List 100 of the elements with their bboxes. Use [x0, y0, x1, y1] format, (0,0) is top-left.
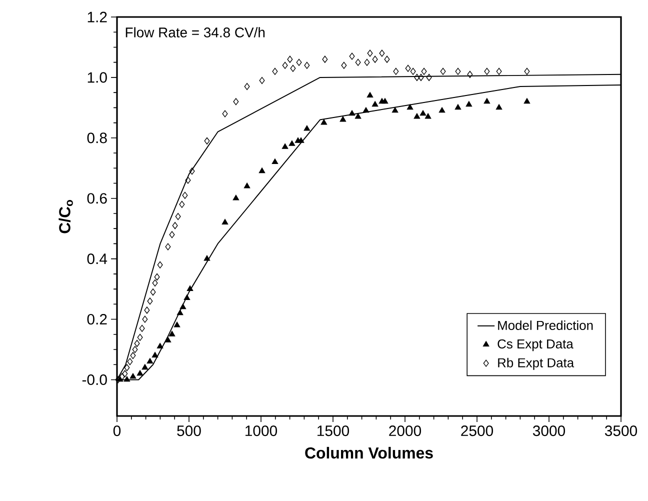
- point: [424, 113, 432, 119]
- point: [244, 82, 250, 90]
- y-tick-label: 0.6: [87, 193, 107, 204]
- point: [272, 158, 278, 164]
- point: [147, 298, 153, 305]
- point: [184, 294, 190, 300]
- y-tick-label: -0.0: [82, 374, 107, 386]
- point: [372, 101, 378, 107]
- point: [298, 137, 304, 143]
- legend-label: Cs Expt Data: [498, 339, 574, 352]
- point: [150, 288, 156, 296]
- point: [304, 125, 310, 131]
- x-tick-label: 500: [177, 425, 201, 436]
- point: [130, 373, 136, 379]
- point: [244, 182, 250, 188]
- point: [152, 352, 158, 358]
- point: [382, 98, 388, 104]
- legend-label: Rb Expt Data: [498, 358, 574, 370]
- point: [232, 194, 240, 200]
- point: [484, 68, 490, 75]
- point: [349, 52, 355, 60]
- point: [406, 104, 414, 110]
- point: [304, 62, 310, 69]
- point: [134, 340, 140, 347]
- point: [124, 376, 130, 382]
- point: [410, 68, 416, 75]
- point: [366, 92, 374, 98]
- point: [354, 113, 362, 119]
- point: [484, 98, 490, 104]
- point: [142, 316, 148, 323]
- point: [420, 110, 426, 116]
- point: [169, 231, 175, 238]
- point: [152, 279, 158, 287]
- point: [496, 68, 502, 75]
- point: [222, 110, 228, 118]
- point: [139, 324, 145, 332]
- legend-label: Model Prediction: [498, 320, 593, 330]
- point: [287, 56, 293, 63]
- point: [157, 261, 163, 268]
- point: [156, 342, 164, 348]
- x-tick-label: 3000: [532, 425, 566, 436]
- point: [119, 373, 125, 380]
- point: [168, 330, 176, 336]
- x-tick-label: 3500: [604, 425, 638, 436]
- point: [124, 364, 130, 372]
- x-tick-label: 1500: [318, 425, 350, 436]
- point: [146, 358, 154, 364]
- point: [137, 334, 143, 341]
- point: [340, 116, 346, 122]
- point: [348, 110, 356, 116]
- y-tick-label: 0.2: [87, 314, 107, 325]
- point: [259, 76, 265, 84]
- point: [320, 119, 328, 125]
- point: [204, 137, 210, 144]
- x-tick-label: 2500: [461, 425, 494, 436]
- point: [144, 306, 150, 314]
- point: [405, 64, 411, 72]
- point: [172, 222, 178, 230]
- point: [204, 255, 210, 261]
- point: [258, 168, 266, 174]
- point: [426, 74, 432, 81]
- x-tick-label: 1000: [246, 425, 278, 436]
- point: [296, 58, 302, 66]
- point: [392, 107, 398, 113]
- point: [122, 370, 128, 378]
- point: [379, 50, 385, 57]
- point: [127, 358, 133, 366]
- point: [440, 68, 446, 75]
- point: [282, 62, 288, 69]
- point: [341, 62, 347, 69]
- y-tick-label: 1.2: [88, 12, 107, 22]
- point: [467, 70, 473, 78]
- point: [174, 322, 180, 328]
- point: [132, 346, 138, 354]
- point: [496, 104, 502, 110]
- point: [180, 304, 186, 310]
- point: [322, 56, 328, 63]
- point: [384, 56, 390, 63]
- point: [176, 310, 184, 316]
- point: [154, 273, 160, 280]
- point: [142, 364, 148, 370]
- point: [372, 56, 378, 63]
- point: [282, 143, 288, 149]
- y-tick-label: 1.0: [88, 72, 107, 83]
- x-tick-label: 0: [113, 425, 121, 436]
- point: [222, 219, 228, 224]
- point: [272, 68, 278, 75]
- point: [136, 370, 144, 376]
- point: [165, 243, 171, 250]
- point: [175, 212, 181, 220]
- point: [288, 140, 296, 146]
- y-axis-title: C/C$_{o}$: [58, 200, 73, 234]
- point: [414, 74, 420, 81]
- point: [421, 68, 427, 75]
- point: [454, 104, 462, 110]
- point: [455, 68, 461, 75]
- point: [185, 176, 191, 184]
- point: [418, 74, 424, 81]
- point: [414, 113, 420, 119]
- annotation: Flow Rate = 34.8 CV/h: [126, 27, 265, 38]
